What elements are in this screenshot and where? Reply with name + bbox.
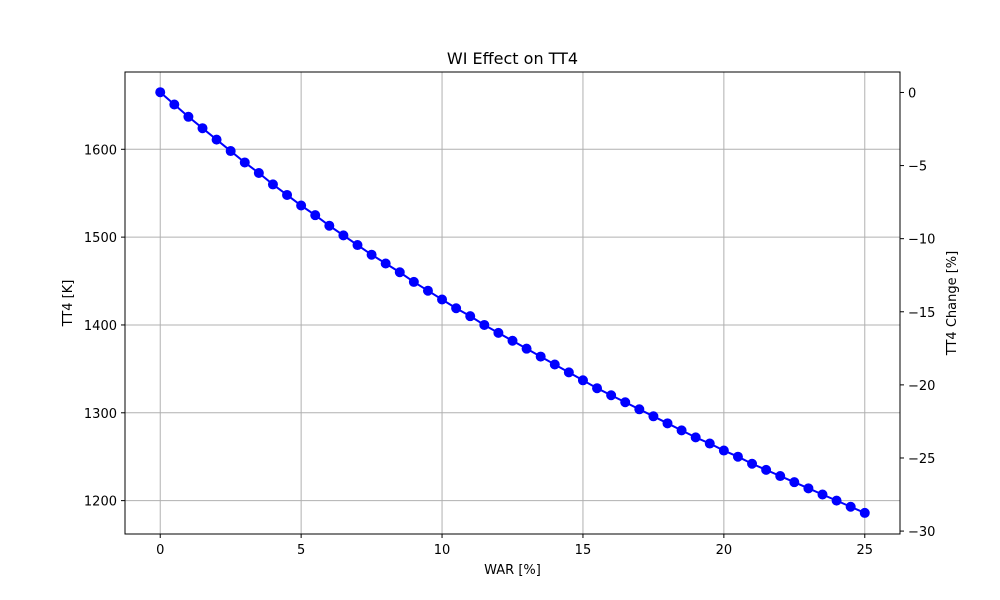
y-tick-label: 1300	[84, 407, 117, 422]
y-axis-title-right: TT4 Change [%]	[945, 251, 960, 356]
ticks: 0 5 10 15 20 25 1200 1300 1400 1500 1600 0 −5 −10 −15 −…	[84, 86, 936, 558]
x-axis-title: WAR [%]	[484, 563, 541, 578]
y-right-tick-label: −20	[908, 379, 935, 394]
data-point	[366, 249, 377, 260]
data-point	[577, 375, 588, 386]
data-point	[211, 134, 222, 145]
plot-frame	[124, 71, 901, 535]
y-axis-title: TT4 [K]	[61, 280, 76, 328]
data-point	[761, 464, 772, 475]
series-layer	[155, 87, 870, 518]
data-point	[648, 411, 659, 422]
data-point	[845, 501, 856, 512]
y-tick-label: 1500	[84, 231, 117, 246]
y-right-tick-label: −5	[908, 160, 927, 175]
data-point	[267, 179, 278, 190]
data-point	[310, 210, 321, 221]
data-point	[662, 418, 673, 429]
x-tick-label: 0	[156, 543, 164, 558]
data-point	[338, 230, 349, 241]
data-point	[789, 477, 800, 488]
data-point	[183, 111, 194, 122]
data-point	[507, 335, 518, 346]
x-tick-label: 25	[856, 543, 873, 558]
data-point	[282, 189, 293, 200]
data-point	[549, 359, 560, 370]
y-right-tick-label: 0	[908, 86, 916, 101]
data-point	[831, 495, 842, 506]
x-tick-label: 10	[434, 543, 451, 558]
data-point	[690, 432, 701, 443]
data-point	[324, 220, 335, 231]
data-point	[225, 146, 236, 157]
data-point	[239, 157, 250, 168]
data-point	[535, 351, 546, 362]
data-point	[197, 123, 208, 134]
data-point	[704, 438, 715, 449]
data-point	[169, 99, 180, 110]
data-point	[479, 319, 490, 330]
data-point	[394, 267, 405, 278]
data-point	[380, 258, 391, 269]
data-point	[803, 483, 814, 494]
data-point	[437, 294, 448, 305]
data-point	[747, 458, 758, 469]
y-right-tick-label: −30	[908, 525, 935, 540]
x-tick-label: 5	[297, 543, 305, 558]
data-point	[352, 240, 363, 251]
data-point	[493, 327, 504, 338]
data-point	[563, 367, 574, 378]
data-point	[817, 489, 828, 500]
data-point	[465, 311, 476, 322]
y-tick-label: 1200	[84, 495, 117, 510]
x-tick-label: 20	[716, 543, 733, 558]
data-point	[451, 303, 462, 314]
data-point	[422, 285, 433, 296]
data-point	[676, 425, 687, 436]
data-point	[775, 471, 786, 482]
y-right-tick-label: −25	[908, 452, 935, 467]
data-point	[859, 507, 870, 518]
data-point	[718, 445, 729, 456]
data-point	[620, 397, 631, 408]
y-right-tick-label: −10	[908, 233, 935, 248]
data-point	[253, 168, 264, 179]
data-point	[521, 343, 532, 354]
data-point	[408, 276, 419, 287]
y-right-tick-label: −15	[908, 306, 935, 321]
data-point	[592, 383, 603, 394]
chart-title: WI Effect on TT4	[447, 49, 578, 68]
y-tick-label: 1600	[84, 143, 117, 158]
data-point	[155, 87, 166, 98]
y-tick-label: 1400	[84, 319, 117, 334]
data-point	[296, 200, 307, 211]
x-tick-label: 15	[575, 543, 592, 558]
data-point	[606, 390, 617, 401]
data-point	[732, 451, 743, 462]
data-point	[634, 404, 645, 415]
